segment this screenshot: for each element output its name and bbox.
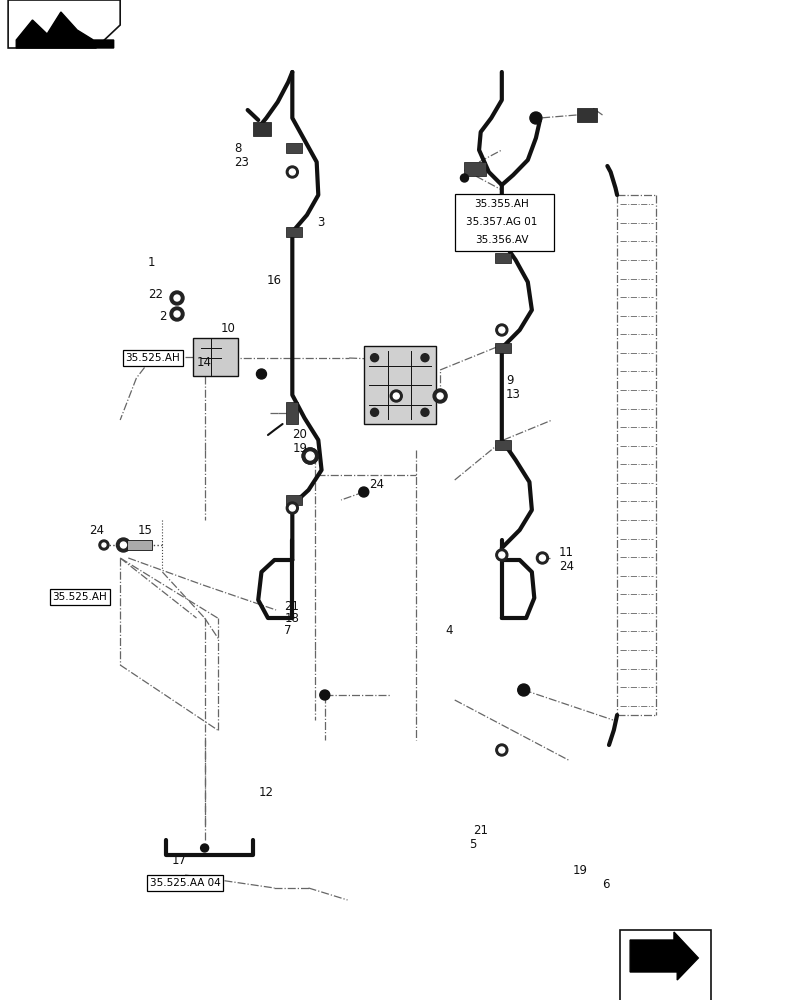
- Circle shape: [102, 543, 105, 547]
- Circle shape: [436, 393, 443, 399]
- Circle shape: [169, 307, 184, 321]
- Bar: [495, 343, 511, 353]
- Text: 19: 19: [292, 442, 307, 454]
- Circle shape: [302, 448, 318, 464]
- Circle shape: [286, 502, 298, 514]
- Circle shape: [289, 505, 295, 511]
- Text: 35.357.AG 01: 35.357.AG 01: [466, 217, 537, 227]
- Circle shape: [496, 549, 507, 561]
- Circle shape: [116, 538, 131, 552]
- Bar: [285, 402, 298, 424]
- Text: 8: 8: [234, 141, 241, 154]
- Text: 23: 23: [234, 155, 248, 168]
- Bar: [620, 930, 710, 1000]
- Bar: [285, 495, 302, 505]
- Text: 22: 22: [148, 288, 162, 300]
- Text: 11: 11: [558, 546, 573, 558]
- Text: 14: 14: [196, 356, 211, 368]
- Text: 15: 15: [138, 524, 152, 536]
- Bar: [285, 143, 302, 153]
- Text: 3: 3: [316, 216, 324, 229]
- Bar: [363, 346, 436, 424]
- Text: 20: 20: [292, 428, 307, 440]
- Text: 12: 12: [258, 786, 272, 800]
- Circle shape: [320, 690, 329, 700]
- Bar: [464, 162, 486, 176]
- Text: 4: 4: [444, 624, 452, 637]
- Text: 17: 17: [172, 854, 187, 867]
- Circle shape: [169, 291, 184, 305]
- Circle shape: [200, 844, 208, 852]
- Text: 21: 21: [284, 599, 298, 612]
- Text: 19: 19: [572, 863, 586, 876]
- Text: 9: 9: [505, 373, 513, 386]
- Bar: [127, 540, 152, 550]
- Text: 13: 13: [505, 387, 520, 400]
- Circle shape: [498, 747, 504, 753]
- Circle shape: [393, 393, 399, 399]
- Circle shape: [370, 354, 378, 362]
- Circle shape: [536, 552, 547, 564]
- Circle shape: [370, 408, 378, 416]
- Circle shape: [306, 452, 314, 460]
- Text: 16: 16: [266, 273, 281, 286]
- Bar: [285, 227, 302, 237]
- Bar: [495, 253, 511, 263]
- Circle shape: [174, 295, 180, 301]
- Polygon shape: [16, 12, 114, 48]
- Text: 35.525.AH: 35.525.AH: [52, 592, 107, 602]
- Circle shape: [99, 540, 109, 550]
- Circle shape: [460, 174, 468, 182]
- Circle shape: [358, 487, 368, 497]
- Text: 35.525.AA 04: 35.525.AA 04: [149, 878, 221, 888]
- Text: 24: 24: [89, 524, 104, 536]
- Bar: [253, 122, 271, 136]
- Circle shape: [496, 324, 507, 336]
- Circle shape: [286, 166, 298, 178]
- Circle shape: [289, 169, 295, 175]
- Circle shape: [390, 390, 401, 402]
- Circle shape: [496, 744, 507, 756]
- Polygon shape: [8, 0, 120, 48]
- Bar: [495, 440, 511, 450]
- Circle shape: [120, 542, 127, 548]
- Circle shape: [432, 389, 447, 403]
- Circle shape: [256, 369, 266, 379]
- Text: 35.356.AV: 35.356.AV: [474, 235, 528, 245]
- Circle shape: [539, 555, 545, 561]
- Polygon shape: [629, 932, 697, 980]
- Text: 24: 24: [368, 478, 383, 490]
- Bar: [454, 194, 553, 251]
- Circle shape: [530, 112, 541, 124]
- Text: 2: 2: [159, 310, 166, 322]
- Text: 10: 10: [221, 322, 235, 334]
- Bar: [193, 338, 238, 376]
- Text: 1: 1: [148, 255, 155, 268]
- Text: 35.355.AH: 35.355.AH: [474, 199, 529, 209]
- Text: 18: 18: [284, 611, 298, 624]
- Bar: [576, 108, 596, 122]
- Text: 7: 7: [284, 624, 291, 637]
- Circle shape: [174, 311, 180, 317]
- Text: 6: 6: [602, 878, 609, 890]
- Text: 21: 21: [473, 824, 487, 836]
- Circle shape: [517, 684, 529, 696]
- Circle shape: [498, 327, 504, 333]
- Text: 24: 24: [558, 560, 573, 572]
- Circle shape: [420, 408, 428, 416]
- Circle shape: [498, 552, 504, 558]
- Text: 5: 5: [469, 838, 476, 850]
- Circle shape: [420, 354, 428, 362]
- Text: 35.525.AH: 35.525.AH: [125, 353, 180, 363]
- Circle shape: [302, 448, 318, 464]
